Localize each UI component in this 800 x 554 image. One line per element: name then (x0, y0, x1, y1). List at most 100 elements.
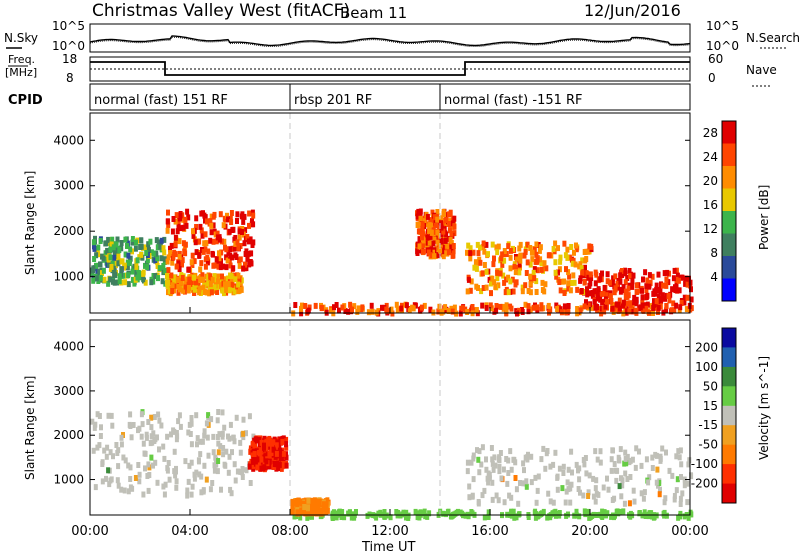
power-cell (165, 258, 170, 265)
power-cell (664, 307, 669, 314)
velocity-cell (615, 467, 620, 474)
velocity-cell (476, 456, 481, 463)
velocity-cell (526, 514, 531, 520)
power-cell (394, 301, 399, 308)
velocity-cell (621, 508, 626, 515)
power-cell (428, 217, 433, 224)
power-cell (194, 224, 199, 230)
velocity-cell (486, 470, 491, 477)
velocity-cell (642, 489, 647, 496)
velocity-cell (351, 513, 356, 520)
power-scatter-feature (578, 267, 694, 312)
power-cell (111, 265, 116, 272)
power-cell (237, 262, 242, 269)
power-cell (584, 299, 588, 306)
velocity-cell (238, 449, 243, 456)
velocity-cell (560, 485, 565, 492)
power-cell (567, 254, 572, 261)
power-cell (558, 306, 563, 313)
power-cell (237, 234, 242, 241)
power-cell (465, 249, 469, 256)
power-cell (670, 286, 675, 293)
x-axis-label: Time UT (361, 540, 415, 554)
power-cell (671, 275, 676, 282)
power-cell (143, 279, 148, 286)
power-cell (679, 274, 683, 281)
power-cell (199, 210, 204, 217)
velocity-cell (496, 456, 501, 463)
velocity-cell (586, 508, 591, 515)
velocity-cell (100, 478, 105, 485)
velocity-cell (146, 419, 151, 425)
power-cell (518, 241, 523, 248)
velocity-cell (674, 453, 679, 460)
velocity-cell (206, 452, 211, 459)
power-cell (518, 252, 523, 259)
velocity-cell (415, 514, 420, 521)
cpid-segment-label: normal (fast) 151 RF (94, 93, 228, 108)
velocity-cell (479, 461, 484, 468)
power-cell (531, 304, 536, 311)
power-cell (645, 277, 650, 284)
velocity-cell (129, 434, 134, 441)
power-cell (548, 306, 553, 313)
velocity-cell (280, 438, 285, 445)
velocity-colorbar-swatch (722, 347, 736, 368)
velocity-cell (220, 433, 225, 440)
velocity-cell (311, 508, 316, 514)
velocity-cell (176, 418, 181, 425)
power-cell (441, 209, 446, 215)
power-cell (426, 249, 431, 256)
power-cell (660, 292, 665, 299)
power-cell (219, 282, 224, 289)
power-cell (145, 257, 150, 264)
power-cell (165, 218, 170, 225)
power-cell (439, 224, 444, 231)
velocity-cell (599, 512, 604, 519)
power-cell (590, 304, 595, 311)
velocity-cell (466, 513, 471, 520)
power-cell (183, 278, 188, 285)
power-cell (517, 261, 522, 268)
power-cell (111, 244, 116, 251)
power-cell (634, 300, 639, 307)
power-cell (532, 247, 537, 253)
power-scatter-feature (90, 235, 168, 288)
velocity-cell (315, 506, 320, 513)
power-cell (449, 244, 454, 251)
velocity-cell (484, 466, 489, 473)
power-cell (192, 258, 197, 265)
velocity-cell (647, 510, 652, 517)
power-cell (332, 304, 336, 311)
power-cell (154, 250, 159, 257)
velocity-cell (299, 500, 304, 507)
power-cell (493, 283, 498, 290)
velocity-cell (144, 431, 149, 438)
power-cell (443, 304, 448, 311)
velocity-cell (548, 463, 553, 470)
power-cell (220, 273, 224, 280)
velocity-cell (106, 467, 111, 474)
velocity-cell (149, 414, 154, 421)
power-cell (389, 306, 394, 313)
velocity-cell (140, 421, 145, 428)
power-cell (251, 212, 256, 219)
power-cell (184, 222, 189, 229)
velocity-cell (153, 436, 158, 443)
velocity-cell (266, 444, 271, 450)
power-cell (97, 268, 102, 275)
power-cell (607, 279, 612, 286)
power-colorbar-swatch (722, 121, 736, 144)
velocity-cell (602, 509, 607, 516)
power-cell (630, 278, 635, 285)
velocity-cell (679, 474, 683, 480)
power-cell (634, 282, 639, 289)
power-cell (523, 301, 528, 308)
velocity-cell (570, 469, 574, 476)
velocity-cell (664, 449, 668, 456)
power-cell (356, 305, 361, 312)
velocity-cell (674, 487, 679, 494)
power-cell (501, 272, 506, 279)
velocity-cell (292, 513, 297, 520)
power-cell (92, 256, 97, 262)
